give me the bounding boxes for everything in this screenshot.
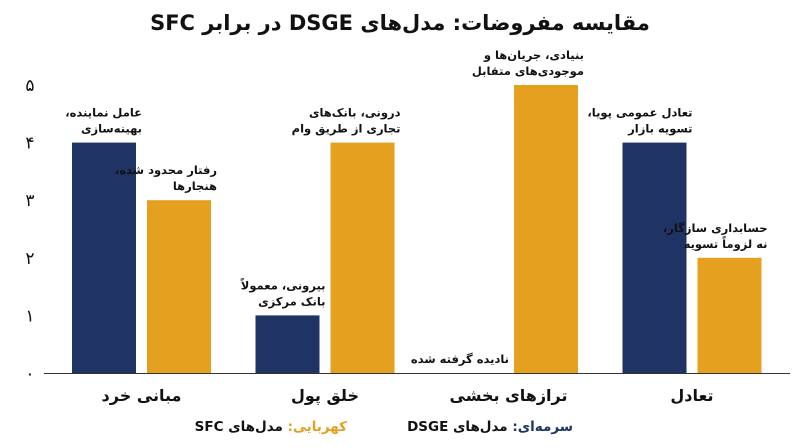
bar-annotations: عامل نماینده، بهینه‌سازی رفتار محدود شده،ه…	[65, 48, 767, 366]
bar-annotation: بانک مرکزی	[258, 294, 325, 308]
y-axis-ticks: ۰ ۱ ۲ ۳ ۴ ۵	[25, 76, 34, 384]
bar-annotation: هنجارها	[173, 179, 217, 193]
bar-sfc	[147, 200, 211, 373]
y-tick-label: ۰	[25, 364, 34, 384]
y-tick-label: ۱	[25, 306, 34, 326]
bar-annotation: حسابداری سازگار،	[663, 221, 768, 235]
legend-key-text: کهربایی:	[283, 419, 347, 435]
bar-annotation: موجودی‌های متقابل	[472, 64, 584, 79]
bar-dsge	[72, 142, 136, 373]
bar-sfc	[697, 257, 762, 373]
legend-item: کهربایی: مدل‌های SFC	[195, 419, 348, 435]
legend-label: مدل‌های DSGE	[407, 419, 508, 435]
bar-annotation: تجاری از طریق وام	[292, 122, 401, 137]
y-tick-label: ۲	[25, 249, 34, 269]
bar-annotation: رفتار محدود شده،	[115, 163, 217, 178]
legend-key-text: سرمه‌ای:	[508, 419, 573, 435]
bar-annotation: بنیادی، جریان‌ها و	[483, 48, 584, 63]
chart-title: مقایسه مفروضات: مدل‌های DSGE در برابر SF…	[150, 11, 650, 35]
bars	[72, 85, 762, 373]
bar-sfc	[514, 85, 578, 373]
bar-dsge	[255, 315, 320, 373]
bar-annotation: درونی، بانک‌های	[309, 106, 401, 121]
bar-annotation: نادیده گرفته شده	[411, 352, 509, 366]
bar-annotation: عامل نماینده،	[65, 106, 142, 120]
y-tick-label: ۴	[25, 134, 34, 154]
y-tick-label: ۳	[25, 191, 34, 211]
category-label: ترازهای بخشی	[450, 386, 568, 405]
bar-annotation: نه لزوماً تسویه	[684, 235, 768, 252]
category-label: مبانی خرد	[102, 386, 182, 405]
legend-item: سرمه‌ای: مدل‌های DSGE	[407, 419, 573, 435]
category-label: تعادل	[670, 386, 713, 405]
bar-annotation: بهینه‌سازی	[81, 122, 142, 136]
category-label: خلق پول	[291, 386, 359, 406]
legend: سرمه‌ای: مدل‌های DSGE کهربایی: مدل‌های SF…	[195, 419, 573, 435]
category-labels: مبانی خرد خلق پول ترازهای بخشی تعادل	[102, 386, 714, 406]
bar-sfc	[330, 142, 395, 373]
legend-label: مدل‌های SFC	[195, 419, 283, 435]
bar-annotation: تعادل عمومی پویا،	[587, 106, 692, 121]
bar-annotation: بیرونی، معمولاً	[240, 278, 325, 294]
bar-annotation: تسویه بازار	[627, 122, 692, 137]
bar-dsge	[622, 142, 687, 373]
y-tick-label: ۵	[25, 76, 34, 96]
